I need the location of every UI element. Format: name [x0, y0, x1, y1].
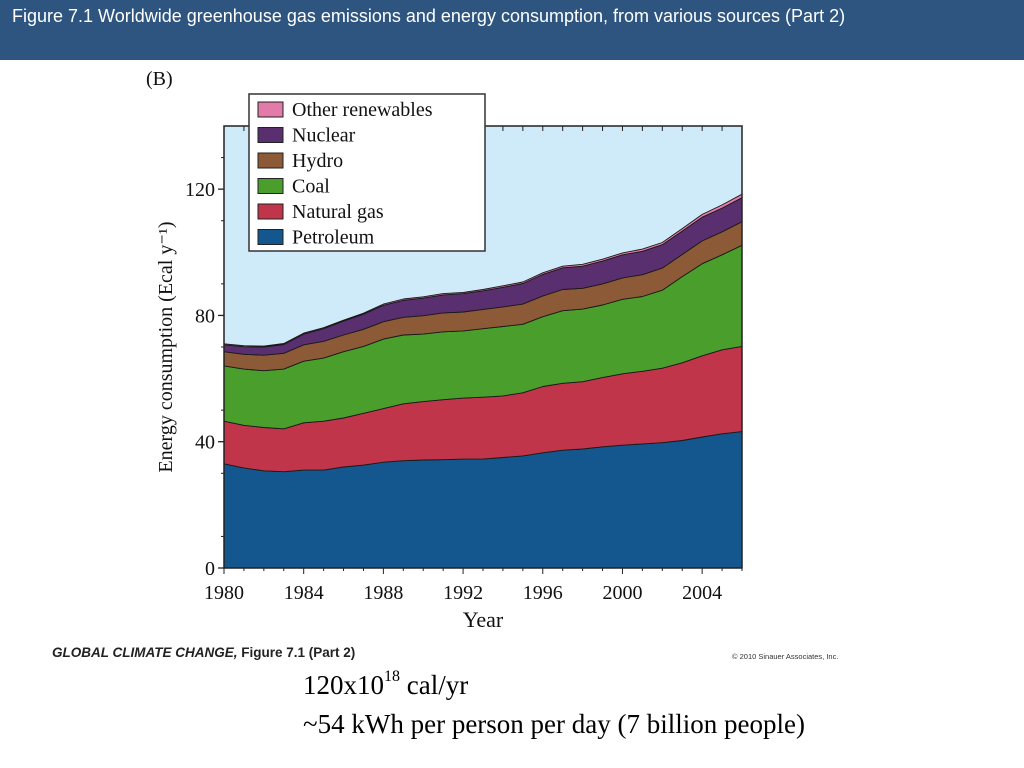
legend-swatch-natural-gas	[257, 203, 284, 220]
x-tick-label: 2004	[682, 582, 722, 604]
legend: Other renewables Nuclear Hydro Coal Natural …	[248, 93, 486, 252]
figure-title: Figure 7.1 Worldwide greenhouse gas emis…	[12, 6, 846, 26]
y-tick-label: 80	[195, 305, 215, 327]
energy-total-exponent: 18	[384, 668, 400, 685]
x-tick-label: 1984	[284, 582, 324, 604]
book-credit: GLOBAL CLIMATE CHANGE, Figure 7.1 (Part …	[52, 645, 355, 660]
legend-swatch-nuclear	[257, 127, 284, 143]
legend-swatch-hydro	[257, 152, 284, 169]
legend-swatch-petroleum	[257, 229, 284, 245]
per-capita-note: ~54 kWh per person per day (7 billion pe…	[303, 709, 805, 739]
legend-label-hydro: Hydro	[292, 150, 343, 172]
legend-label-petroleum: Petroleum	[292, 227, 375, 249]
x-tick-label: 1988	[363, 582, 403, 604]
legend-label-nuclear: Nuclear	[292, 125, 356, 147]
energy-total-base: 120x10	[303, 670, 384, 700]
book-title: GLOBAL CLIMATE CHANGE,	[52, 645, 238, 660]
legend-swatch-other-renewables	[257, 101, 284, 118]
stacked-area-chart: (B) 0 40 80 120 1980 1984 1988 1992 1996 2000 200…	[146, 68, 743, 632]
legend-label-coal: Coal	[292, 176, 330, 198]
y-tick-label: 40	[195, 432, 215, 454]
y-tick-label: 0	[205, 558, 215, 580]
energy-total-unit: cal/yr	[400, 670, 469, 700]
y-axis-label: Energy consumption (Ecal y⁻¹)	[155, 221, 177, 472]
energy-total-note: 120x1018 cal/yr	[303, 668, 469, 701]
figure-title-bar: Figure 7.1 Worldwide greenhouse gas emis…	[0, 0, 1024, 60]
x-tick-label: 1980	[204, 582, 244, 604]
x-tick-label: 1996	[523, 582, 563, 604]
y-axis: 0 40 80 120	[185, 157, 224, 580]
legend-swatch-coal	[257, 178, 284, 194]
y-tick-label: 120	[185, 179, 215, 201]
panel-label: (B)	[146, 68, 173, 90]
x-axis-label: Year	[463, 607, 504, 632]
figure-reference: Figure 7.1 (Part 2)	[241, 645, 356, 660]
copyright-notice: © 2010 Sinauer Associates, Inc.	[732, 652, 839, 661]
x-tick-label: 1992	[443, 582, 483, 604]
legend-label-natural-gas: Natural gas	[292, 201, 384, 223]
legend-box	[248, 93, 486, 252]
x-tick-label: 2000	[602, 582, 642, 604]
x-axis: 1980 1984 1988 1992 1996 2000 2004	[204, 126, 743, 604]
legend-label-other-renewables: Other renewables	[292, 99, 433, 121]
